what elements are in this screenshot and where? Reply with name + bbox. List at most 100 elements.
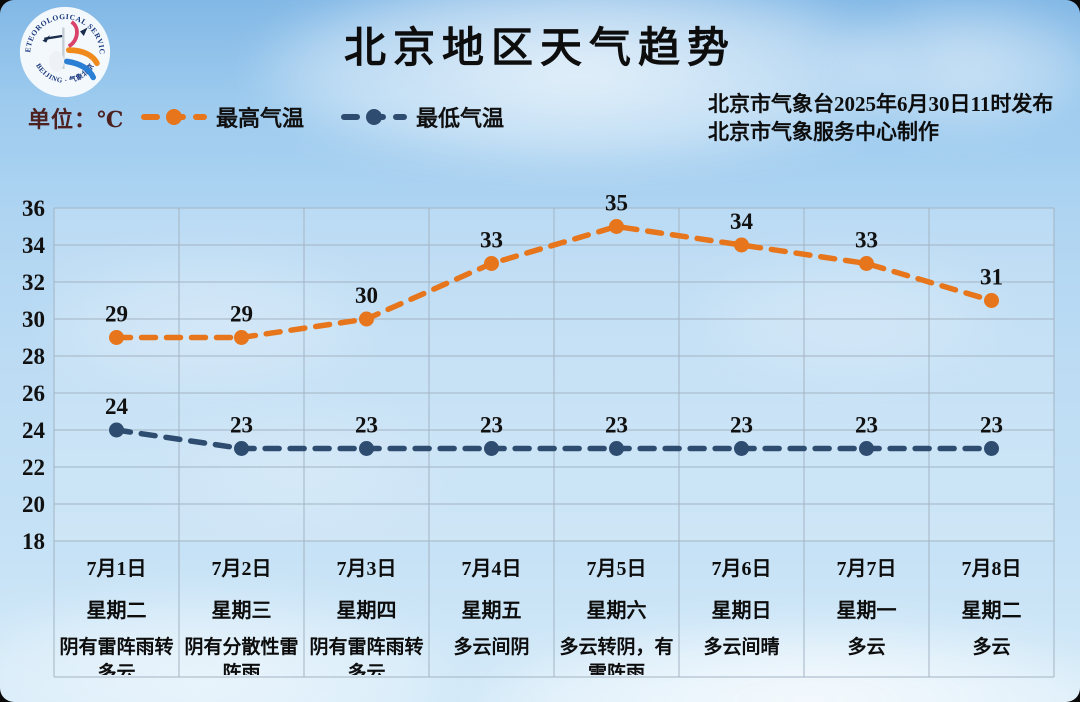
high-temp-point: [234, 330, 249, 345]
y-tick-label: 20: [22, 492, 45, 517]
low-value-label: 23: [980, 413, 1003, 438]
unit-label: 单位：℃: [28, 107, 125, 132]
low-value-label: 23: [355, 413, 378, 438]
legend-label: 最高气温: [216, 106, 305, 131]
low-temp-point: [984, 441, 999, 456]
high-value-label: 30: [355, 283, 378, 308]
date-label: 7月8日: [961, 558, 1022, 580]
page-title: 北京地区天气趋势: [343, 26, 736, 72]
date-label: 7月3日: [336, 558, 397, 580]
high-value-label: 29: [230, 302, 253, 327]
legend: 最高气温 最低气温: [140, 101, 504, 133]
day-column: 7月2日星期三阴有分散性雷阵雨: [179, 547, 304, 675]
low-temp-line: [113, 427, 995, 452]
low-value-label: 23: [605, 413, 628, 438]
weekday-label: 星期二: [961, 600, 1022, 622]
legend-item: 最高气温: [140, 101, 304, 133]
weather-label: 阴有雷阵雨转多云: [309, 637, 424, 675]
cloud-decoration: [830, 0, 1080, 130]
y-tick-label: 34: [22, 233, 46, 258]
high-temp-line: [113, 223, 995, 341]
low-temp-point: [109, 422, 124, 438]
y-tick-label: 32: [22, 270, 45, 295]
logo-radome: [49, 51, 65, 72]
day-column: 7月4日星期五多云间阴: [429, 547, 554, 675]
legend-label: 最低气温: [416, 106, 505, 131]
low-value-label: 24: [105, 394, 129, 419]
logo-blue-arc: [64, 58, 97, 81]
high-temp-point: [109, 330, 124, 345]
low-temp-point: [609, 441, 624, 456]
high-temp-point: [859, 256, 874, 271]
producer-line: 北京市气象服务中心制作: [708, 120, 939, 144]
high-value-label: 35: [605, 191, 628, 216]
weekday-label: 星期五: [461, 600, 522, 622]
low-value-label: 23: [730, 413, 753, 438]
low-value-label: 23: [480, 413, 503, 438]
low-temp-legend-swatch: [341, 109, 408, 125]
meteorological-service-logo: METEOROLOGICAL SERVICE BEIJING · 气象北京: [18, 5, 111, 98]
low-temp-point: [859, 441, 874, 456]
high-temp-point: [359, 311, 374, 327]
date-label: 7月5日: [586, 558, 647, 580]
y-tick-label: 22: [22, 455, 45, 480]
y-tick-label: 18: [22, 529, 45, 554]
low-temp-point: [484, 441, 499, 456]
high-temp-point: [984, 293, 999, 308]
weekday-label: 星期一: [836, 600, 897, 622]
weather-label: 多云间阴: [453, 637, 530, 658]
high-value-label: 34: [730, 209, 754, 234]
high-value-label: 33: [855, 228, 878, 253]
day-column: 7月5日星期六多云转阴，有雷阵雨: [554, 547, 679, 675]
low-value-label: 23: [230, 413, 253, 438]
weather-label: 阴有雷阵雨转多云: [59, 637, 174, 675]
y-tick-label: 30: [22, 307, 45, 332]
day-column: 7月6日星期日多云间晴: [679, 547, 804, 675]
logo-orange-arc: [65, 47, 100, 67]
high-value-label: 31: [980, 265, 1003, 290]
date-label: 7月6日: [711, 558, 772, 580]
weekday-label: 星期三: [211, 600, 272, 622]
weather-label: 多云间晴: [703, 637, 780, 658]
cloud-decoration: [690, 250, 1010, 380]
issued-line: 北京市气象台2025年6月30日11时发布: [708, 92, 1054, 116]
weekday-label: 星期六: [586, 600, 647, 622]
low-temp-point: [734, 441, 749, 456]
y-tick-label: 28: [22, 344, 45, 369]
weather-label: 多云: [972, 637, 1011, 658]
x-axis-day-labels: 7月1日 星期二 阴有雷阵雨转多云 7月2日 星期三 阴有分散性雷阵雨 7月3日 星期四 阴有雷…: [54, 547, 1054, 675]
cloud-decoration: [40, 250, 380, 390]
logo-red-swoosh: [67, 20, 79, 48]
weather-label: 多云转阴，有雷阵雨: [559, 637, 674, 675]
logo-mast: [62, 27, 65, 69]
high-value-label: 33: [480, 228, 503, 253]
high-value-label: 29: [105, 302, 128, 327]
day-column: 7月1日星期二阴有雷阵雨转多云: [54, 547, 179, 675]
legend-item: 最低气温: [340, 101, 504, 133]
date-label: 7月7日: [836, 558, 897, 580]
cloud-decoration: [250, 0, 910, 170]
y-tick-label: 26: [22, 381, 45, 406]
high-temp-point: [734, 237, 749, 253]
date-label: 7月4日: [461, 558, 522, 580]
high-temp-legend-swatch: [141, 109, 207, 125]
y-tick-label: 24: [22, 418, 46, 443]
low-value-label: 23: [855, 413, 878, 438]
weekday-label: 星期二: [86, 600, 147, 622]
high-temp-point: [484, 256, 499, 271]
weather-label: 多云: [847, 637, 886, 658]
weather-label: 阴有分散性雷阵雨: [184, 637, 299, 675]
date-label: 7月2日: [211, 558, 272, 580]
publisher-info: 北京市气象台2025年6月30日11时发布 北京市气象服务中心制作: [708, 90, 1053, 146]
date-label: 7月1日: [86, 558, 147, 580]
y-tick-label: 36: [22, 196, 45, 221]
low-temp-point: [359, 441, 374, 456]
weekday-label: 星期四: [336, 600, 397, 622]
low-temp-point: [234, 441, 249, 456]
weekday-label: 星期日: [711, 600, 772, 622]
day-column: 7月7日星期一多云: [804, 547, 929, 675]
day-column: 7月8日星期二多云: [929, 547, 1054, 675]
high-temp-point: [609, 219, 624, 234]
